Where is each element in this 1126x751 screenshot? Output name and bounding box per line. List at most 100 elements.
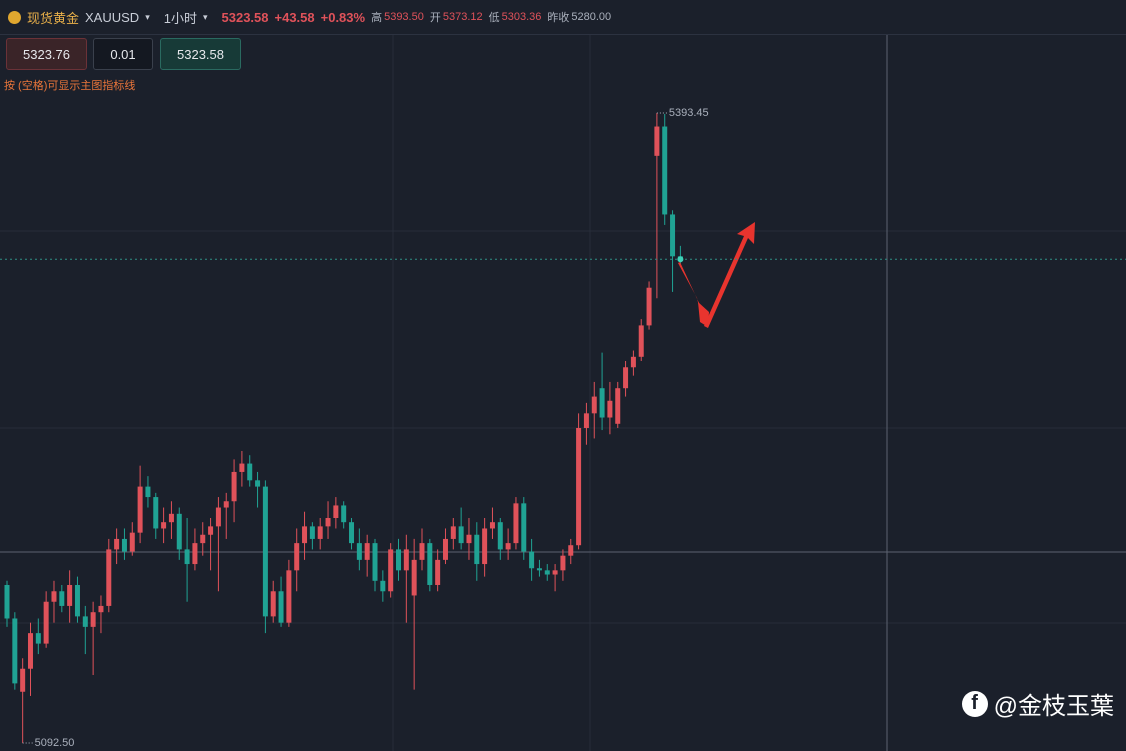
candle-body (114, 538, 120, 550)
candle-body (482, 528, 488, 565)
header: 现货黄金 XAUUSD ▾ 1小时 ▾ 5323.58 +43.58 +0.83… (0, 0, 1126, 35)
candle-body (560, 555, 566, 571)
candle-body (521, 503, 527, 552)
candle-body (4, 584, 10, 619)
change: +43.58 (274, 9, 315, 25)
candle-body (153, 497, 159, 529)
candle-body (505, 543, 511, 550)
candle-body (591, 396, 597, 414)
watermark-text: @金枝玉葉 (993, 693, 1114, 720)
candle-body (380, 580, 386, 592)
dropdown[interactable]: ▾ (145, 11, 150, 22)
candle-body (262, 486, 268, 617)
label: 低 (488, 12, 500, 24)
low-marker-label: 5092.50 (35, 737, 75, 749)
candle-body (646, 287, 652, 326)
candle-body (583, 413, 589, 428)
candle-body (388, 549, 394, 592)
candle-body (536, 568, 542, 571)
arrow-up (704, 222, 755, 328)
candle-body (35, 633, 41, 644)
candle-body (278, 591, 284, 623)
candle-body (411, 559, 417, 596)
sell-button[interactable]: 5323.76 (6, 38, 87, 70)
candle-body (576, 427, 582, 546)
candle-body (12, 618, 18, 684)
period[interactable]: 1小时 (163, 10, 197, 26)
value: 5303.36 (501, 11, 542, 23)
candle-body (544, 570, 550, 575)
candle-body (208, 526, 214, 535)
candle-body (607, 400, 613, 418)
candle-body (599, 388, 605, 418)
candle-body (27, 633, 33, 669)
candle-body (74, 584, 80, 617)
candle-body (176, 513, 182, 550)
candle-body (121, 538, 127, 552)
dropdown[interactable]: ▾ (202, 11, 208, 22)
candle-body (458, 526, 464, 544)
candle-body (67, 584, 73, 606)
candle-body (372, 543, 378, 581)
candle-body (568, 545, 574, 556)
candle-body (552, 570, 558, 575)
candle-body (623, 367, 629, 389)
candle-body (239, 463, 245, 472)
label: 开 (429, 12, 441, 24)
fb-icon: f (961, 690, 988, 717)
candle-body (43, 601, 49, 644)
watermark: f @金枝玉葉 (961, 686, 1114, 721)
candle-body (349, 522, 355, 544)
candle-body (450, 526, 456, 539)
candle-body (270, 591, 276, 617)
arrow-head (698, 302, 709, 327)
candle-body (215, 507, 221, 527)
candle-body (630, 356, 636, 368)
candle-body (309, 526, 315, 539)
name: 现货黄金 (27, 10, 80, 26)
candle-body (286, 570, 292, 623)
candle-body (184, 549, 190, 565)
candle-body (90, 612, 96, 627)
candle-body (255, 480, 261, 487)
candle-body (325, 518, 331, 527)
candle-body (513, 503, 519, 544)
candle-body (302, 526, 308, 544)
candle-body (474, 534, 480, 565)
candle-body (247, 463, 253, 481)
candle-body (497, 522, 503, 550)
candle-body (662, 126, 668, 215)
candle-body (294, 543, 300, 571)
candle-body (427, 543, 433, 585)
candle-body (137, 486, 143, 533)
lots-input[interactable]: 0.01 (93, 38, 153, 70)
buy-button[interactable]: 5323.58 (160, 38, 241, 70)
candle-body (129, 532, 135, 552)
candle-body (442, 538, 448, 560)
candle-body (435, 559, 441, 585)
candle-body (168, 513, 174, 523)
candle-body (106, 549, 112, 606)
candle-body (654, 126, 660, 156)
candle-body (200, 534, 206, 544)
candle-body (341, 505, 347, 523)
price: 5323.58 (221, 9, 269, 25)
symbol[interactable]: XAUUSD (85, 9, 140, 25)
candle-body (82, 616, 88, 627)
candle-body (466, 534, 472, 544)
candle-body (98, 605, 104, 613)
hint: 按 (空格)可显示主图指标线 (4, 80, 136, 92)
candle-body (161, 522, 167, 529)
candles (4, 113, 683, 744)
candle-body (403, 549, 409, 571)
candle-body (51, 591, 57, 602)
candle-body (529, 551, 535, 569)
candle-body (364, 543, 370, 560)
candle-body (145, 486, 151, 498)
candle-body (333, 505, 339, 519)
value: 5393.50 (384, 11, 424, 23)
high-marker-label: 5393.45 (669, 107, 709, 119)
candle-body (670, 214, 676, 257)
candle-body (419, 543, 425, 560)
